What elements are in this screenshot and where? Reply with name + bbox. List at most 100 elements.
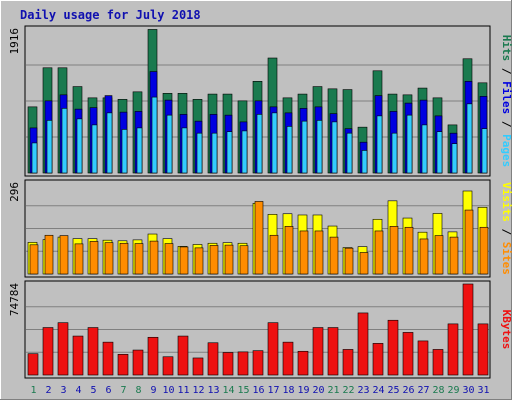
bar-kbytes-day-11 (177, 335, 189, 376)
bar-pages-day-25 (391, 132, 398, 174)
bar-kbytes-day-8 (132, 349, 144, 376)
bar-sites-day-27 (419, 238, 429, 275)
bar-sites-day-18 (284, 226, 294, 275)
bar-kbytes-day-2 (42, 327, 54, 376)
legend-hits: Hits (500, 35, 512, 62)
bar-kbytes-day-31 (477, 323, 489, 376)
legend-separator: / (500, 61, 512, 81)
x-label-day-22: 22 (342, 385, 354, 396)
x-label-day-4: 4 (75, 385, 81, 396)
bar-sites-day-5 (89, 241, 99, 275)
bar-sites-day-22 (344, 247, 354, 275)
bar-sites-day-24 (374, 230, 384, 275)
x-label-day-8: 8 (135, 385, 141, 396)
chart-panels: 1916 Hits / Files / Pages 296 Visits / Site… (8, 25, 512, 379)
bar-pages-day-9 (151, 96, 158, 174)
chart-title: Daily usage for July 2018 (20, 8, 201, 22)
x-label-day-16: 16 (252, 385, 264, 396)
bar-kbytes-day-20 (312, 327, 324, 376)
x-label-day-29: 29 (447, 385, 459, 396)
bar-kbytes-day-10 (162, 356, 174, 376)
bar-sites-day-20 (314, 230, 324, 275)
bar-sites-day-9 (149, 240, 159, 275)
bar-sites-day-13 (209, 245, 219, 275)
panel-bottom-legend: KBytes (500, 310, 512, 350)
bar-sites-day-14 (224, 244, 234, 275)
bar-kbytes-day-30 (462, 283, 474, 376)
bar-pages-day-14 (226, 131, 233, 174)
series-kbytes (27, 283, 489, 376)
bar-kbytes-day-26 (402, 332, 414, 376)
legend-sites: Sites (500, 242, 512, 275)
panel-bottom: 74784 KBytes (8, 280, 512, 379)
legend-pages: Pages (500, 134, 512, 167)
bar-pages-day-1 (31, 142, 38, 174)
bar-kbytes-day-18 (282, 341, 294, 376)
bar-sites-day-30 (464, 209, 474, 275)
bar-pages-day-18 (286, 126, 293, 174)
bar-pages-day-20 (316, 120, 323, 174)
x-label-day-19: 19 (297, 385, 309, 396)
bar-sites-day-4 (74, 243, 84, 275)
bar-pages-day-6 (106, 112, 113, 174)
panel-middle-legend: Visits / Sites (500, 182, 512, 275)
bar-sites-day-28 (434, 235, 444, 275)
bar-pages-day-24 (376, 115, 383, 174)
bar-sites-day-15 (239, 245, 249, 275)
bar-sites-day-23 (359, 252, 369, 275)
bar-sites-day-17 (269, 234, 279, 275)
x-label-day-11: 11 (177, 385, 189, 396)
panel-top: 1916 Hits / Files / Pages (8, 25, 512, 177)
bar-pages-day-11 (181, 127, 188, 174)
x-label-day-31: 31 (477, 385, 489, 396)
bar-pages-day-8 (136, 127, 143, 174)
x-label-day-21: 21 (327, 385, 339, 396)
bar-sites-day-1 (29, 244, 39, 275)
x-label-day-10: 10 (162, 385, 174, 396)
bar-sites-day-26 (404, 226, 414, 275)
bar-kbytes-day-5 (87, 327, 99, 376)
bar-sites-day-6 (104, 242, 114, 275)
bar-sites-day-3 (59, 235, 69, 275)
panel-middle: 296 Visits / Sites (8, 179, 512, 278)
bar-sites-day-2 (44, 234, 54, 275)
bar-kbytes-day-25 (387, 319, 399, 376)
x-label-day-6: 6 (105, 385, 111, 396)
bar-pages-day-28 (436, 131, 443, 174)
x-label-day-1: 1 (30, 385, 36, 396)
bar-kbytes-day-24 (372, 343, 384, 376)
bar-sites-day-29 (449, 236, 459, 275)
bar-kbytes-day-1 (27, 353, 39, 376)
x-label-day-25: 25 (387, 385, 399, 396)
bar-kbytes-day-21 (327, 327, 339, 376)
bar-pages-day-23 (361, 150, 368, 174)
bar-kbytes-day-3 (57, 322, 69, 376)
x-label-day-24: 24 (372, 385, 384, 396)
bar-kbytes-day-23 (357, 312, 369, 376)
bar-pages-day-3 (61, 108, 68, 174)
bar-pages-day-27 (421, 124, 428, 174)
x-label-day-3: 3 (60, 385, 66, 396)
bar-sites-day-7 (119, 242, 129, 275)
legend-visits: Visits (500, 182, 512, 222)
bar-pages-day-29 (451, 143, 458, 174)
x-label-day-18: 18 (282, 385, 294, 396)
bar-pages-day-2 (46, 120, 53, 174)
bar-kbytes-day-19 (297, 350, 309, 376)
bar-pages-day-26 (406, 114, 413, 174)
x-axis-labels: 1 2 3 4 5 6 7 8 9 10 11 12 13 14 15 16 17 18 19 20 21 22 23 24 2… (30, 385, 489, 396)
series-pages (31, 96, 488, 174)
panel-middle-ymax-label: 296 (8, 182, 21, 202)
bar-pages-day-19 (301, 120, 308, 174)
bar-kbytes-day-27 (417, 340, 429, 376)
x-label-day-5: 5 (90, 385, 96, 396)
x-label-day-9: 9 (150, 385, 156, 396)
x-label-day-17: 17 (267, 385, 279, 396)
bar-sites-day-16 (254, 201, 264, 275)
legend-separator: / (500, 222, 512, 242)
bar-pages-day-12 (196, 132, 203, 174)
series-sites (29, 201, 489, 275)
x-label-day-14: 14 (222, 385, 234, 396)
x-label-day-2: 2 (45, 385, 51, 396)
